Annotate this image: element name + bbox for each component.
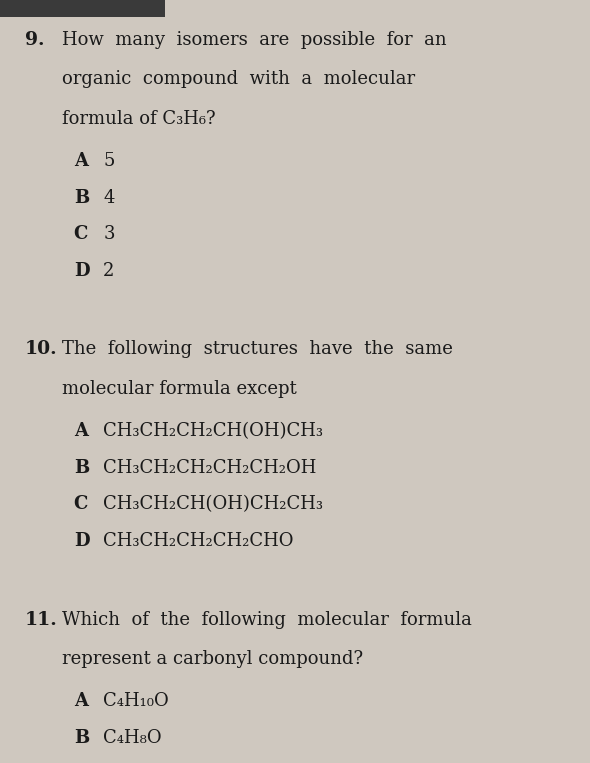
Text: A: A xyxy=(74,152,88,170)
Text: B: B xyxy=(74,188,89,207)
Text: C₄H₈O: C₄H₈O xyxy=(103,729,162,747)
Text: CH₃CH₂CH₂CH(OH)CH₃: CH₃CH₂CH₂CH(OH)CH₃ xyxy=(103,422,323,440)
Bar xyxy=(0,0,165,17)
Text: Which  of  the  following  molecular  formula: Which of the following molecular formula xyxy=(62,610,472,629)
Text: C: C xyxy=(74,225,88,243)
Text: B: B xyxy=(74,459,89,477)
Text: A: A xyxy=(74,422,88,440)
Text: 3: 3 xyxy=(103,225,114,243)
Text: CH₃CH₂CH(OH)CH₂CH₃: CH₃CH₂CH(OH)CH₂CH₃ xyxy=(103,495,323,513)
Text: The  following  structures  have  the  same: The following structures have the same xyxy=(62,340,453,359)
Text: 2: 2 xyxy=(103,262,114,280)
Text: represent a carbonyl compound?: represent a carbonyl compound? xyxy=(62,650,363,668)
Text: CH₃CH₂CH₂CH₂CH₂OH: CH₃CH₂CH₂CH₂CH₂OH xyxy=(103,459,317,477)
Text: formula of C₃H₆?: formula of C₃H₆? xyxy=(62,110,215,128)
Text: D: D xyxy=(74,262,89,280)
Text: B: B xyxy=(74,729,89,747)
Text: CH₃CH₂CH₂CH₂CHO: CH₃CH₂CH₂CH₂CHO xyxy=(103,532,294,550)
Text: 11.: 11. xyxy=(25,610,58,629)
Text: 5: 5 xyxy=(103,152,114,170)
Text: molecular formula except: molecular formula except xyxy=(62,380,297,398)
Text: C₄H₁₀O: C₄H₁₀O xyxy=(103,693,169,710)
Text: 9.: 9. xyxy=(25,31,44,49)
Text: 10.: 10. xyxy=(25,340,57,359)
Text: 4: 4 xyxy=(103,188,114,207)
Text: C: C xyxy=(74,495,88,513)
Text: A: A xyxy=(74,693,88,710)
Text: How  many  isomers  are  possible  for  an: How many isomers are possible for an xyxy=(62,31,447,49)
Text: D: D xyxy=(74,532,89,550)
Text: organic  compound  with  a  molecular: organic compound with a molecular xyxy=(62,70,415,89)
